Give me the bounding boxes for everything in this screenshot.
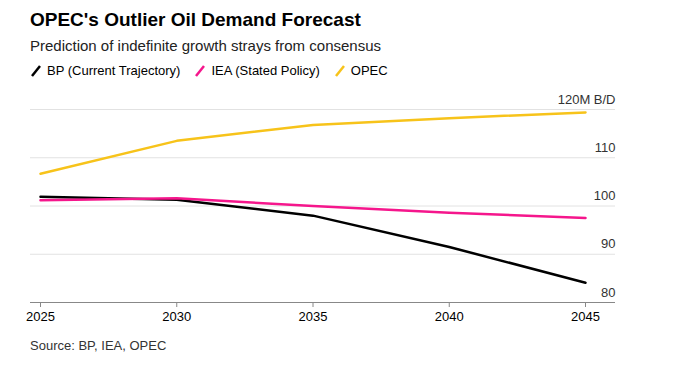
svg-text:90: 90 (601, 236, 615, 251)
svg-text:80: 80 (601, 285, 615, 300)
svg-text:2030: 2030 (162, 309, 191, 324)
svg-text:2040: 2040 (435, 309, 464, 324)
html-text:OPEC's Outlier Oil Demand Fore: OPEC's Outlier Oil Demand Forecast (30, 9, 361, 30)
svg-text:100: 100 (594, 188, 616, 203)
svg-text:110: 110 (595, 140, 616, 155)
svg-text:2025: 2025 (26, 309, 55, 324)
svg-text:2035: 2035 (299, 309, 328, 324)
html-text:OPEC: OPEC (350, 63, 388, 78)
html-text:IEA (Stated Policy): IEA (Stated Policy) (211, 63, 320, 78)
html-text:Source: BP, IEA, OPEC: Source: BP, IEA, OPEC (30, 338, 167, 353)
html-text:BP (Current Trajectory): BP (Current Trajectory) (47, 63, 181, 78)
html-text:Prediction of indefinite growt: Prediction of indefinite growth strays f… (30, 37, 381, 54)
svg-text:2045: 2045 (571, 309, 600, 324)
svg-text:120M B/D: 120M B/D (558, 92, 616, 107)
